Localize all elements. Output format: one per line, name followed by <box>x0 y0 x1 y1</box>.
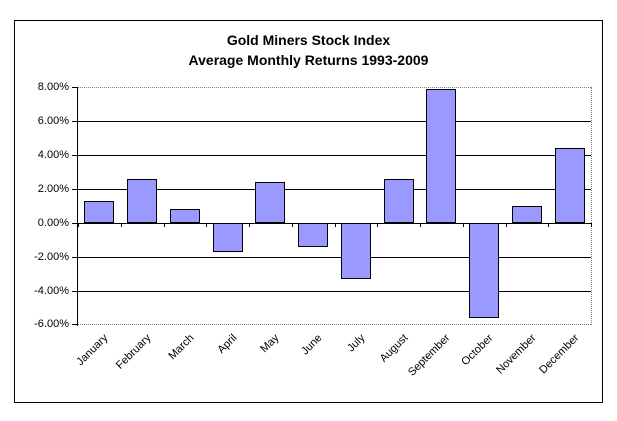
chart-title-line1: Gold Miners Stock Index <box>226 32 391 48</box>
bar-january <box>84 201 114 223</box>
y-axis-label: 6.00% <box>37 115 69 127</box>
gridline-0 <box>78 223 591 224</box>
x-axis-tick <box>249 223 250 227</box>
y-axis-label: -4.00% <box>34 285 69 297</box>
gridline--6 <box>78 324 591 325</box>
y-axis-label: 2.00% <box>37 183 69 195</box>
x-axis-tick <box>591 223 592 227</box>
y-axis-label: 4.00% <box>37 149 69 161</box>
plot-area: 8.00% 6.00% 4.00% 2.00% 0.00% -2.00% -4.00% -6.… <box>34 81 592 379</box>
y-axis-tick-4 <box>72 155 77 156</box>
gridline--4 <box>78 291 591 292</box>
y-axis-label: -2.00% <box>34 251 69 263</box>
bar-december <box>555 148 585 223</box>
x-axis-tick <box>506 223 507 227</box>
y-axis-tick-8 <box>72 87 77 88</box>
bar-april <box>213 223 243 252</box>
bar-august <box>384 179 414 223</box>
y-axis-tick--2 <box>72 257 77 258</box>
y-axis-tick-2 <box>72 189 77 190</box>
x-axis-tick <box>292 223 293 227</box>
y-axis-tick-0 <box>72 223 77 224</box>
bar-october <box>469 223 499 318</box>
chart-title-line2: Average Monthly Returns 1993-2009 <box>188 52 429 68</box>
bar-november <box>512 206 542 223</box>
x-axis-tick <box>78 223 79 227</box>
chart-title: Gold Miners Stock Index Average Monthly … <box>15 30 602 70</box>
x-axis-tick <box>335 223 336 227</box>
x-axis-tick <box>377 223 378 227</box>
bar-july <box>341 223 371 279</box>
chart-frame: Gold Miners Stock Index Average Monthly … <box>14 20 603 403</box>
gridline-2 <box>78 189 591 190</box>
x-axis-tick <box>121 223 122 227</box>
y-axis-tick--6 <box>72 324 77 325</box>
x-axis-tick <box>206 223 207 227</box>
month-label-january: January <box>74 332 111 369</box>
y-axis-label: 0.00% <box>37 217 69 229</box>
gridline-4 <box>78 155 591 156</box>
gridline-6 <box>78 121 591 122</box>
bar-june <box>298 223 328 247</box>
bar-february <box>127 179 157 223</box>
bar-may <box>255 182 285 223</box>
y-axis-tick--4 <box>72 291 77 292</box>
x-axis-tick <box>164 223 165 227</box>
y-axis-line <box>77 87 78 326</box>
gridline--2 <box>78 257 591 258</box>
y-axis-tick-6 <box>72 121 77 122</box>
y-axis-label: 8.00% <box>37 81 69 93</box>
x-axis-tick <box>463 223 464 227</box>
x-axis-tick <box>420 223 421 227</box>
x-axis-tick <box>548 223 549 227</box>
bar-september <box>426 89 456 223</box>
plot-right-border <box>591 87 592 325</box>
gridline-8 <box>78 87 591 88</box>
bar-march <box>170 209 200 223</box>
y-axis-label: -6.00% <box>34 318 69 330</box>
